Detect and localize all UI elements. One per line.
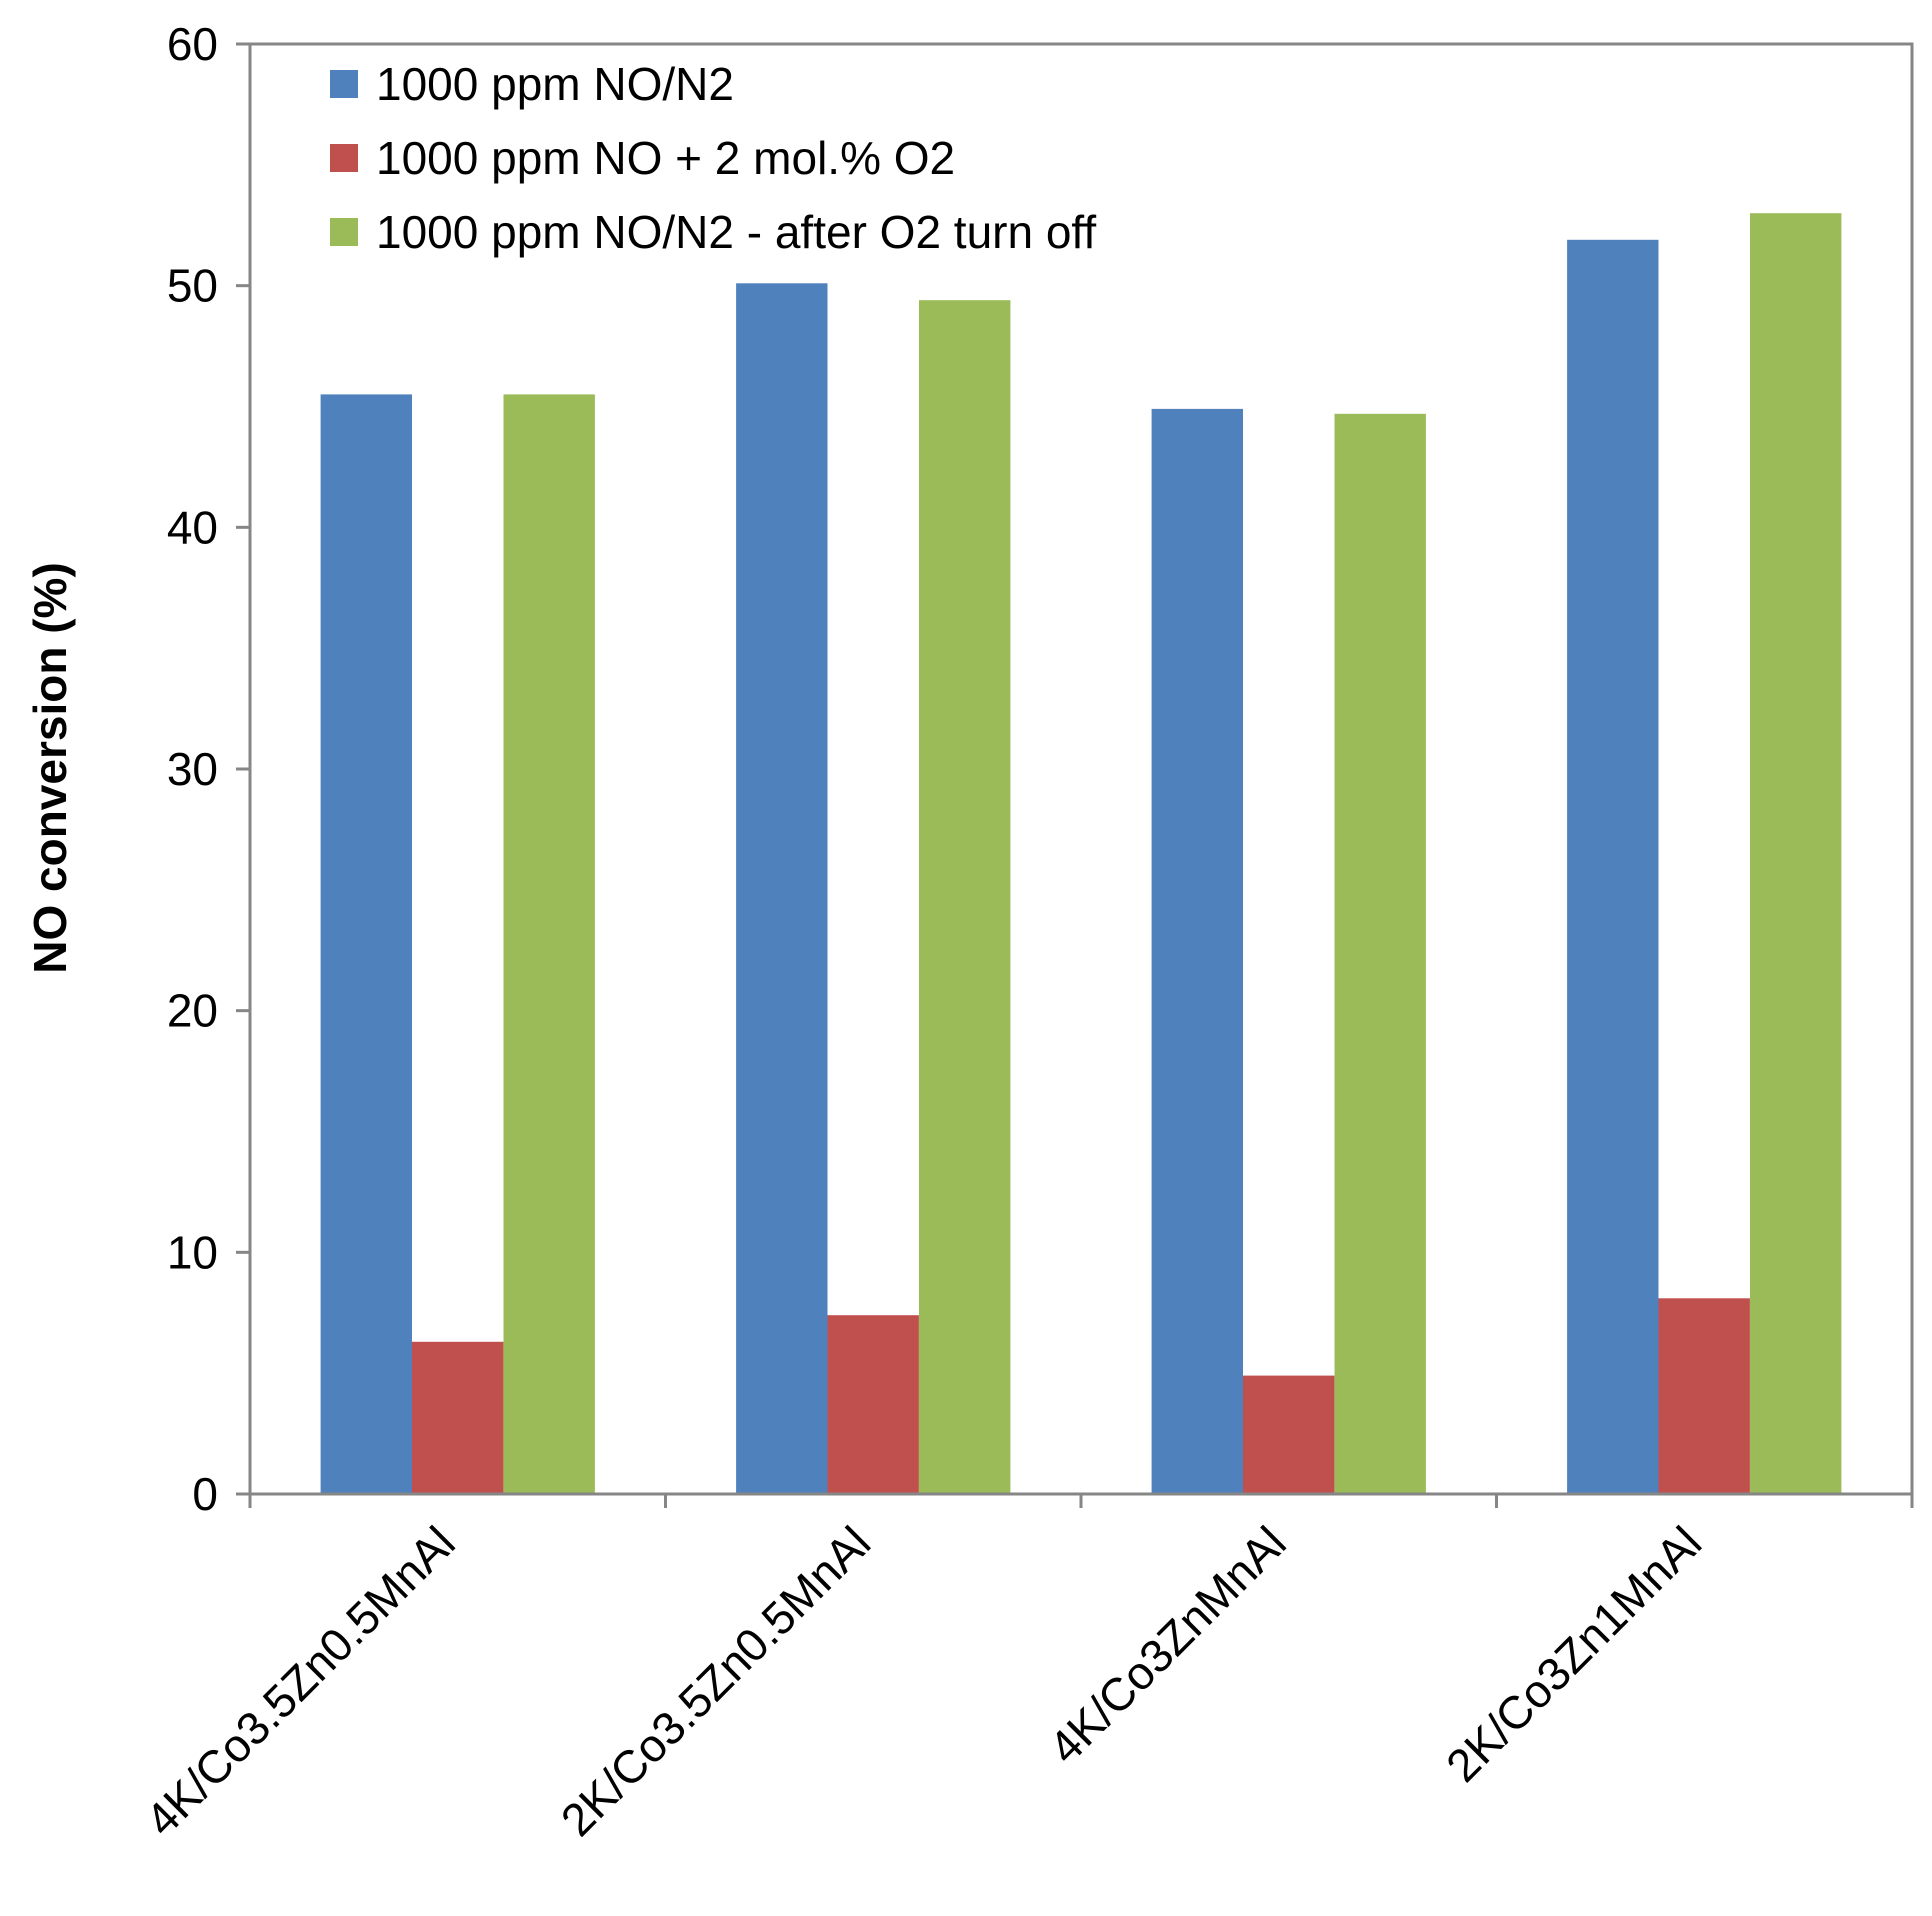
bar-1-3	[1151, 408, 1243, 1494]
legend-label: 1000 ppm NO/N2	[376, 58, 734, 110]
bar-3-4	[1750, 213, 1842, 1495]
legend-swatch	[330, 218, 358, 246]
bar-3-3	[1334, 413, 1426, 1495]
legend-label: 1000 ppm NO/N2 - after O2 turn off	[376, 206, 1096, 258]
y-tick-label: 0	[192, 1468, 218, 1520]
y-tick-label: 60	[167, 18, 218, 70]
bar-3-2	[919, 300, 1011, 1495]
bar-1-2	[736, 283, 828, 1495]
bar-2-4	[1658, 1298, 1750, 1495]
bar-2-2	[827, 1315, 919, 1494]
y-tick-label: 30	[167, 743, 218, 795]
y-tick-label: 50	[167, 260, 218, 312]
plot-area	[248, 42, 1914, 1496]
bar-3-1	[503, 394, 595, 1494]
legend-swatch	[330, 144, 358, 172]
y-axis-title: NO conversion (%)	[24, 562, 76, 974]
axes-layer	[236, 42, 1914, 1508]
legend-label: 1000 ppm NO + 2 mol.% O2	[376, 132, 955, 184]
x-category-label: 2K/Co3.5Zn0.5MnAl	[551, 1516, 881, 1846]
bars-layer	[320, 213, 1842, 1495]
x-category-label: 4K/Co3.5Zn0.5MnAl	[135, 1516, 465, 1846]
legend-swatch	[330, 70, 358, 98]
bar-2-3	[1243, 1375, 1335, 1494]
bar-1-4	[1567, 239, 1659, 1495]
x-category-label: 4K/Co3ZnMnAl	[1038, 1516, 1295, 1773]
y-tick-label: 40	[167, 501, 218, 553]
legend: 1000 ppm NO/N2 1000 ppm NO + 2 mol.% O2 10…	[330, 58, 1096, 258]
y-tick-label: 10	[167, 1226, 218, 1278]
bar-2-1	[412, 1341, 504, 1495]
bar-1-1	[320, 394, 412, 1494]
x-category-label: 2K/Co3Zn1MnAl	[1436, 1516, 1711, 1791]
y-tick-label: 20	[167, 985, 218, 1037]
